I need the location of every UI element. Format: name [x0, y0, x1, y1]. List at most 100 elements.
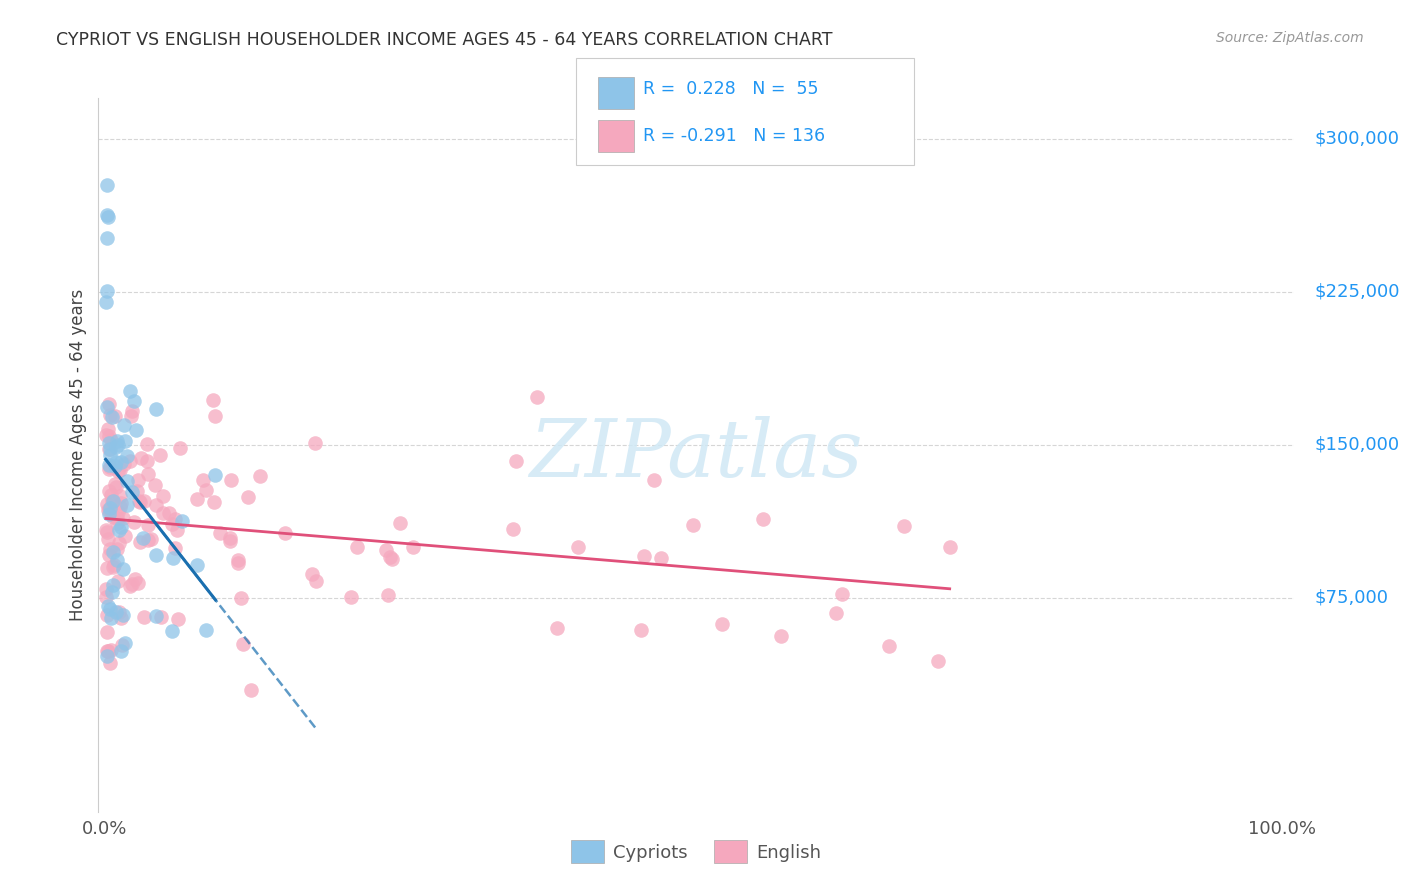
Point — [115, 475, 138, 489]
Point — [94, 427, 117, 442]
Point — [100, 611, 122, 625]
Point — [238, 490, 260, 504]
Point — [114, 434, 136, 449]
Point — [166, 612, 188, 626]
Point — [567, 541, 589, 555]
Point — [125, 483, 148, 498]
Point — [152, 489, 174, 503]
Point — [752, 512, 775, 526]
Point — [139, 532, 162, 546]
Point — [98, 408, 121, 422]
Point — [94, 294, 117, 309]
Text: $300,000: $300,000 — [1315, 130, 1399, 148]
Point — [107, 505, 129, 519]
Point — [136, 533, 159, 547]
Point — [825, 606, 848, 620]
Point — [100, 442, 122, 456]
Text: R =  0.228   N =  55: R = 0.228 N = 55 — [643, 80, 818, 98]
Point — [208, 525, 231, 540]
Point — [195, 483, 218, 497]
Point — [191, 473, 214, 487]
Point — [98, 442, 121, 456]
Point — [101, 494, 124, 508]
Point — [96, 231, 118, 245]
Point — [228, 556, 250, 570]
Point — [98, 460, 121, 475]
Point — [202, 495, 225, 509]
Point — [96, 561, 118, 575]
Point — [340, 590, 363, 604]
Point — [97, 507, 120, 521]
Point — [163, 541, 186, 555]
Point — [112, 417, 135, 432]
Point — [204, 409, 226, 424]
Point — [117, 449, 139, 463]
Point — [97, 462, 120, 476]
Point — [103, 558, 125, 573]
Text: Source: ZipAtlas.com: Source: ZipAtlas.com — [1216, 31, 1364, 45]
Point — [105, 511, 128, 525]
Point — [633, 549, 655, 564]
Point — [94, 582, 117, 597]
Point — [110, 520, 132, 534]
Point — [108, 523, 131, 537]
Point — [98, 657, 121, 671]
Point — [229, 591, 252, 605]
Point — [103, 458, 125, 473]
Point — [105, 434, 128, 449]
Point — [305, 574, 328, 588]
Point — [97, 397, 120, 411]
Point — [112, 608, 135, 623]
Point — [107, 438, 129, 452]
Point — [124, 515, 146, 529]
Point — [375, 543, 398, 558]
Point — [97, 428, 120, 442]
Point — [218, 534, 240, 549]
Point — [186, 558, 208, 572]
Point — [120, 409, 142, 424]
Point — [98, 448, 121, 462]
Point — [136, 467, 159, 481]
Point — [97, 422, 120, 436]
Point — [124, 572, 146, 586]
Point — [101, 494, 124, 508]
Point — [101, 409, 124, 424]
Point — [104, 409, 127, 423]
Point — [232, 637, 254, 651]
Point — [96, 590, 118, 604]
Point — [162, 516, 184, 531]
Point — [118, 454, 141, 468]
Point — [134, 609, 156, 624]
Point — [96, 178, 118, 193]
Point — [108, 489, 131, 503]
Point — [938, 540, 960, 554]
Point — [135, 437, 157, 451]
Point — [96, 644, 118, 658]
Point — [163, 512, 186, 526]
Point — [114, 529, 136, 543]
Point — [502, 522, 524, 536]
Text: $150,000: $150,000 — [1315, 435, 1400, 454]
Point — [145, 402, 167, 417]
Point — [169, 442, 191, 456]
Point — [630, 623, 652, 637]
Point — [650, 551, 672, 566]
Point — [381, 551, 404, 566]
Point — [135, 454, 157, 468]
Point — [100, 433, 122, 447]
Point — [160, 624, 183, 638]
Point — [101, 508, 124, 522]
Point — [132, 531, 155, 545]
Point — [249, 468, 271, 483]
Point — [101, 509, 124, 524]
Point — [100, 585, 122, 599]
Point — [152, 506, 174, 520]
Point — [170, 514, 193, 528]
Point — [101, 545, 124, 559]
Point — [162, 550, 184, 565]
Point — [97, 599, 120, 614]
Point — [129, 495, 152, 509]
Point — [195, 623, 218, 637]
Point — [98, 541, 121, 556]
Point — [145, 548, 167, 562]
